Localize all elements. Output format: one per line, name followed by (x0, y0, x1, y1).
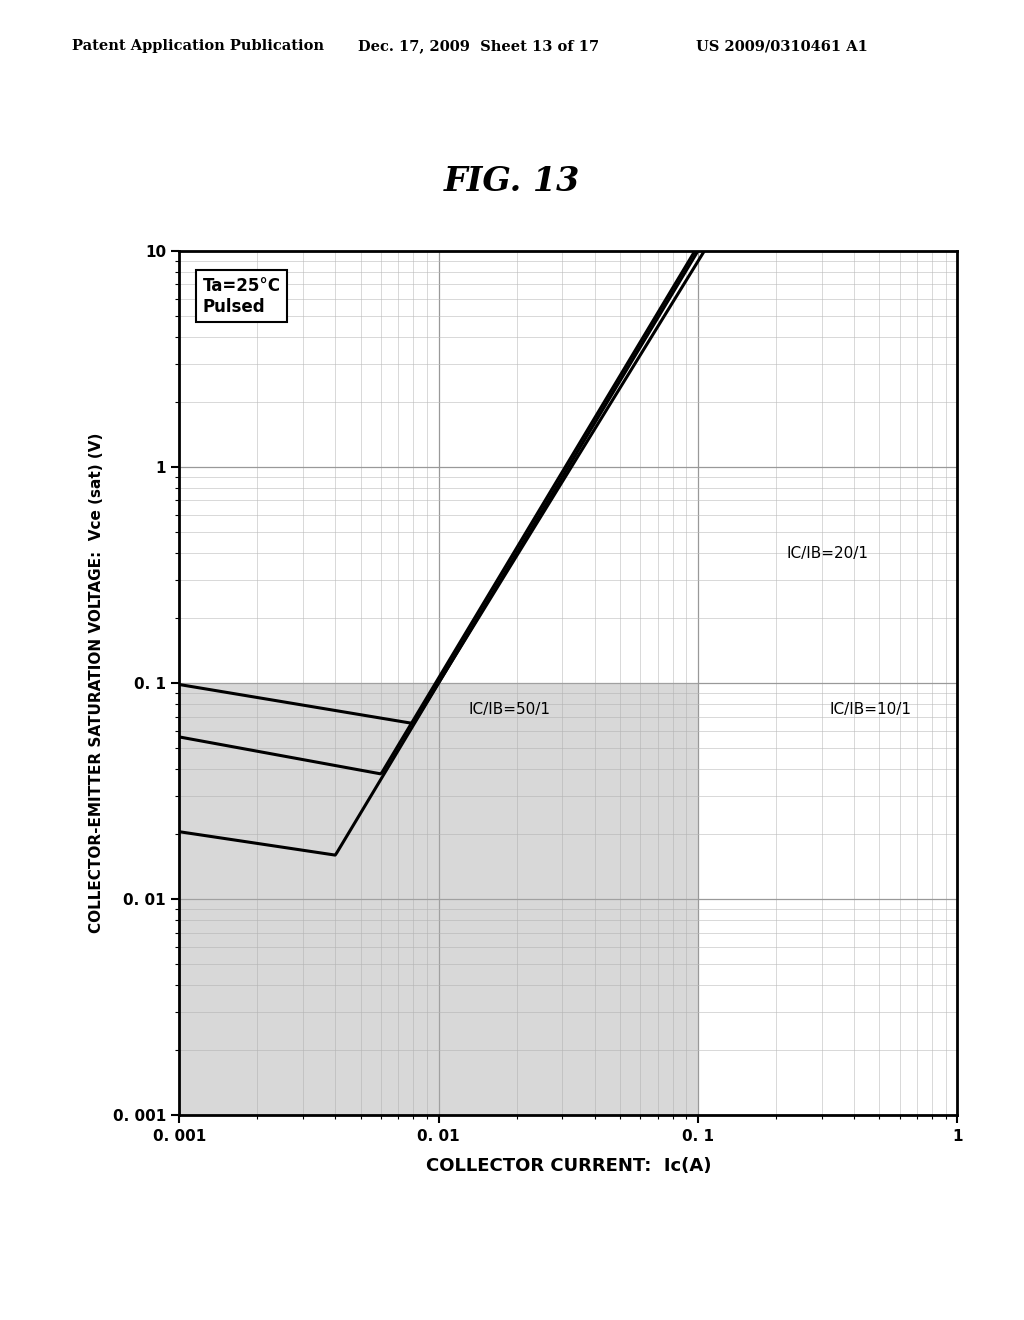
Text: Dec. 17, 2009  Sheet 13 of 17: Dec. 17, 2009 Sheet 13 of 17 (358, 40, 599, 53)
Text: IC/IB=10/1: IC/IB=10/1 (829, 702, 911, 717)
Bar (179, 682, 698, 1115)
Text: US 2009/0310461 A1: US 2009/0310461 A1 (696, 40, 868, 53)
Text: IC/IB=20/1: IC/IB=20/1 (786, 545, 868, 561)
Text: Ta=25°C
Pulsed: Ta=25°C Pulsed (203, 277, 281, 315)
Text: IC/IB=50/1: IC/IB=50/1 (468, 702, 550, 717)
Text: FIG. 13: FIG. 13 (443, 165, 581, 198)
X-axis label: COLLECTOR CURRENT:  Ic(A): COLLECTOR CURRENT: Ic(A) (426, 1158, 711, 1176)
Y-axis label: COLLECTOR-EMITTER SATURATION VOLTAGE:  Vce (sat) (V): COLLECTOR-EMITTER SATURATION VOLTAGE: Vc… (89, 433, 104, 933)
Text: Patent Application Publication: Patent Application Publication (72, 40, 324, 53)
